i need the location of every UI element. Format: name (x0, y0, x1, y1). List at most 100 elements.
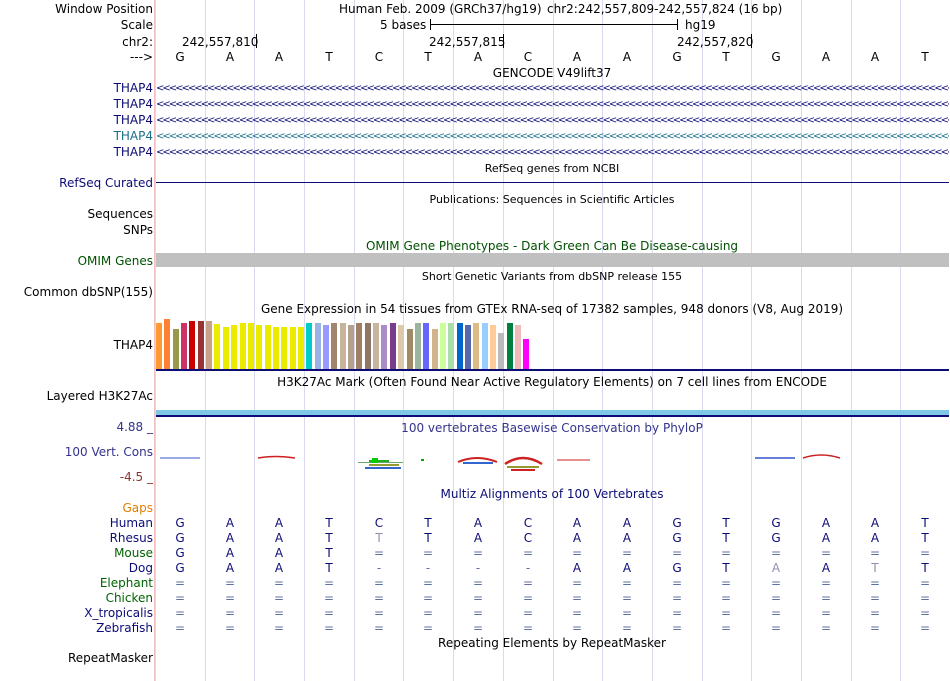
multiz-gaps-label[interactable]: Gaps (122, 501, 153, 515)
multiz-species-label[interactable]: Rhesus (109, 531, 153, 545)
gtex-track-title[interactable]: Gene Expression in 54 tissues from GTEx … (260, 302, 844, 316)
multiz-species-label[interactable]: X_tropicalis (84, 606, 153, 620)
gtex-tissue-bar[interactable] (348, 325, 355, 369)
h3k27ac-track-label[interactable]: Layered H3K27Ac (46, 389, 153, 403)
omim-gene-bar[interactable] (156, 253, 949, 267)
gtex-tissue-bar[interactable] (314, 323, 321, 369)
gtex-tissue-bar[interactable] (156, 323, 162, 369)
multiz-base: G (175, 531, 185, 545)
gtex-tissue-bar[interactable] (356, 323, 363, 369)
multiz-track-title[interactable]: Multiz Alignments of 100 Vertebrates (440, 487, 664, 501)
repeatmasker-track-label[interactable]: RepeatMasker (67, 651, 153, 665)
gtex-tissue-bar[interactable] (256, 325, 263, 369)
gtex-tissue-bar[interactable] (490, 325, 496, 369)
gtex-tissue-bar[interactable] (264, 325, 271, 369)
gtex-tissue-bar[interactable] (364, 323, 371, 369)
gtex-track-label[interactable]: THAP4 (113, 338, 153, 352)
multiz-species-label[interactable]: Mouse (114, 546, 153, 560)
gtex-tissue-bar[interactable] (456, 323, 463, 369)
dbsnp-track-title[interactable]: Short Genetic Variants from dbSNP releas… (421, 270, 683, 283)
multiz-base: = (323, 576, 335, 590)
gtex-tissue-bar[interactable] (172, 329, 179, 369)
gtex-tissue-bar[interactable] (197, 321, 204, 369)
gtex-tissue-bar[interactable] (281, 327, 288, 369)
gtex-tissue-bar[interactable] (398, 325, 405, 369)
omim-track-label[interactable]: OMIM Genes (77, 254, 153, 268)
multiz-species-label[interactable]: Dog (128, 561, 153, 575)
omim-track-title[interactable]: OMIM Gene Phenotypes - Dark Green Can Be… (365, 239, 739, 253)
refseq-track-label[interactable]: RefSeq Curated (59, 176, 153, 190)
gtex-tissue-bar[interactable] (222, 327, 229, 369)
gtex-tissue-bar[interactable] (498, 333, 505, 369)
gencode-transcript-arrows[interactable]: <<<<<<<<<<<<<<<<<<<<<<<<<<<<<<<<<<<<<<<<… (156, 100, 949, 110)
gtex-tissue-bar[interactable] (481, 323, 488, 369)
gtex-tissue-bar[interactable] (164, 319, 171, 369)
gtex-tissue-bar[interactable] (373, 323, 380, 369)
gtex-tissue-bar[interactable] (464, 325, 471, 369)
gtex-tissue-bar[interactable] (214, 324, 221, 369)
gencode-transcript-label[interactable]: THAP4 (113, 97, 153, 111)
gtex-tissue-bar[interactable] (289, 327, 296, 369)
multiz-base: = (422, 576, 434, 590)
multiz-base: A (622, 531, 632, 545)
phylop-track-title[interactable]: 100 vertebrates Basewise Conservation by… (401, 421, 703, 435)
gtex-tissue-bar[interactable] (272, 327, 279, 369)
gencode-transcript-arrows[interactable]: <<<<<<<<<<<<<<<<<<<<<<<<<<<<<<<<<<<<<<<<… (156, 116, 949, 126)
multiz-species-label[interactable]: Human (109, 516, 153, 530)
gtex-tissue-bar[interactable] (239, 323, 246, 369)
gencode-transcript-arrows[interactable]: <<<<<<<<<<<<<<<<<<<<<<<<<<<<<<<<<<<<<<<<… (156, 84, 949, 94)
multiz-base: = (869, 621, 881, 635)
gencode-track-title[interactable]: GENCODE V49lift37 (492, 66, 612, 80)
gtex-tissue-bar[interactable] (406, 329, 413, 369)
publications-sequences-label[interactable]: Sequences (87, 207, 153, 221)
gtex-tissue-bar[interactable] (431, 329, 438, 369)
phylop-segment (358, 462, 403, 463)
multiz-species-label[interactable]: Zebrafish (96, 621, 153, 635)
gtex-tissue-bar[interactable] (206, 321, 213, 369)
gtex-tissue-bar[interactable] (331, 323, 338, 369)
phylop-track-label[interactable]: 100 Vert. Cons (64, 445, 153, 459)
h3k27ac-signal[interactable] (156, 410, 949, 415)
publications-snps-label[interactable]: SNPs (123, 223, 153, 237)
gtex-tissue-bar[interactable] (389, 323, 396, 369)
gtex-tissue-bar[interactable] (339, 323, 346, 369)
gtex-tissue-bar[interactable] (381, 325, 388, 369)
gtex-tissue-bar[interactable] (506, 323, 513, 369)
multiz-species-label[interactable]: Chicken (105, 591, 153, 605)
phylop-segment (369, 464, 399, 466)
gtex-tissue-bar[interactable] (297, 327, 304, 369)
gencode-transcript-label[interactable]: THAP4 (113, 113, 153, 127)
gtex-tissue-bar[interactable] (473, 323, 480, 369)
multiz-base: G (175, 546, 185, 560)
gtex-tissue-bar[interactable] (231, 325, 238, 369)
gencode-transcript-arrows[interactable]: <<<<<<<<<<<<<<<<<<<<<<<<<<<<<<<<<<<<<<<<… (156, 148, 949, 158)
label-divider (154, 0, 155, 681)
gencode-transcript-label[interactable]: THAP4 (113, 129, 153, 143)
gtex-tissue-bar[interactable] (439, 323, 446, 369)
multiz-base: = (720, 591, 732, 605)
gtex-tissue-bar[interactable] (515, 325, 522, 369)
multiz-species-label[interactable]: Elephant (99, 576, 153, 590)
gencode-transcript-label[interactable]: THAP4 (113, 145, 153, 159)
base-letter: C (374, 50, 384, 64)
gtex-bar-chart[interactable] (156, 318, 949, 369)
h3k27ac-track-title[interactable]: H3K27Ac Mark (Often Found Near Active Re… (277, 375, 827, 389)
refseq-track-title[interactable]: RefSeq genes from NCBI (484, 162, 620, 175)
gtex-tissue-bar[interactable] (448, 323, 455, 369)
gtex-tissue-bar[interactable] (423, 323, 430, 369)
refseq-intron-line[interactable] (156, 182, 949, 183)
gtex-tissue-bar[interactable] (523, 339, 530, 369)
gtex-tissue-bar[interactable] (247, 323, 254, 369)
repeatmasker-track-title[interactable]: Repeating Elements by RepeatMasker (438, 636, 666, 650)
gtex-tissue-bar[interactable] (181, 323, 188, 369)
gtex-tissue-bar[interactable] (189, 321, 196, 369)
multiz-base: = (671, 621, 683, 635)
gtex-tissue-bar[interactable] (323, 325, 329, 369)
gencode-transcript-arrows[interactable]: <<<<<<<<<<<<<<<<<<<<<<<<<<<<<<<<<<<<<<<<… (156, 132, 949, 142)
gencode-transcript-label[interactable]: THAP4 (113, 81, 153, 95)
dbsnp-track-label[interactable]: Common dbSNP(155) (23, 285, 153, 299)
gtex-tissue-bar[interactable] (414, 323, 421, 369)
publications-track-title[interactable]: Publications: Sequences in Scientific Ar… (429, 193, 675, 206)
gtex-tissue-bar[interactable] (306, 323, 313, 369)
phylop-conservation-plot[interactable] (155, 440, 950, 476)
